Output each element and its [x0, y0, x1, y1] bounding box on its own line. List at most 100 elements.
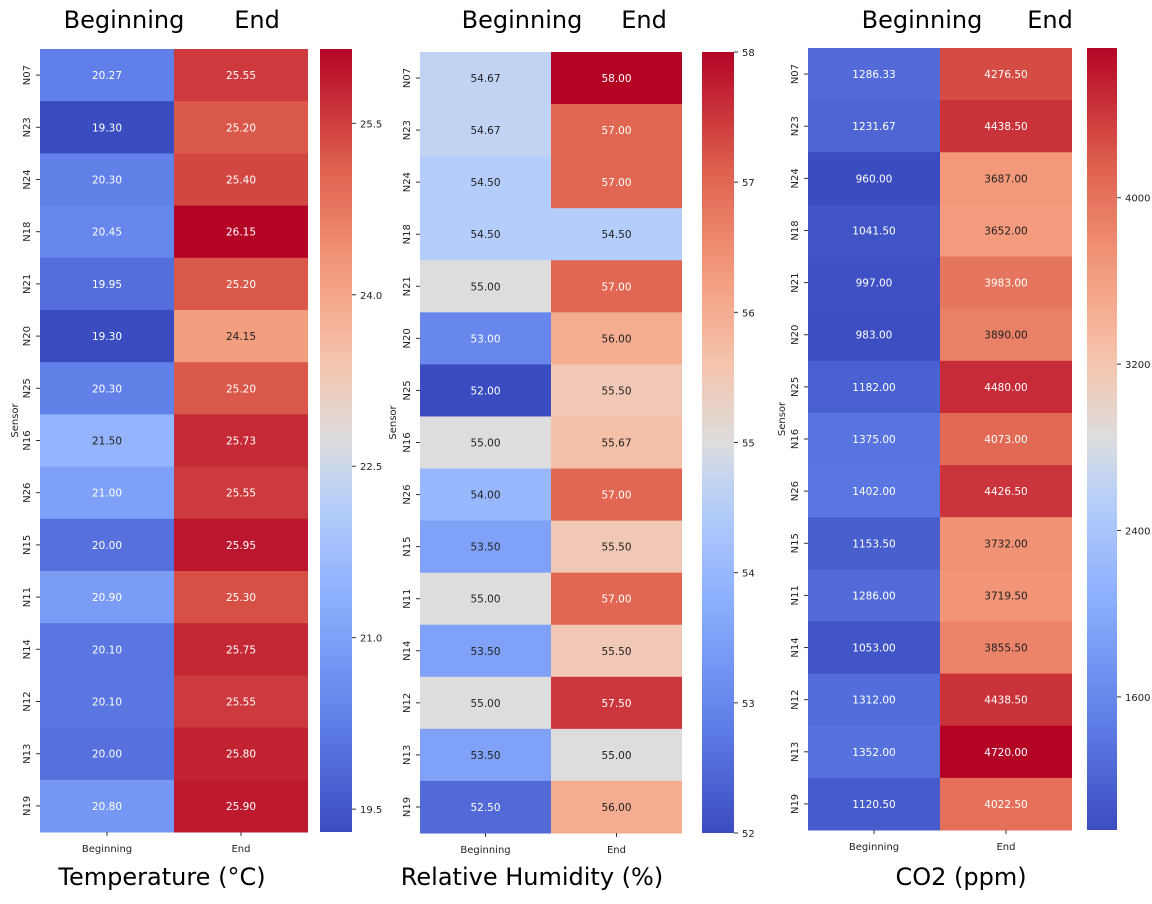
heatmap-cell [940, 152, 1072, 205]
heatmap-cell [40, 466, 174, 520]
heatmap-cell [808, 204, 940, 258]
cell-value-label: 55.67 [601, 438, 631, 450]
heatmap-cell [420, 364, 551, 417]
heatmap-cell [551, 728, 682, 782]
heatmap-cell [40, 310, 174, 363]
sensor-tick-label: N13 [790, 742, 801, 762]
cell-value-label: 53.00 [470, 333, 500, 345]
colorbar [1087, 48, 1117, 830]
sensor-tick-label: N26 [790, 481, 801, 501]
cell-value-label: 25.73 [226, 436, 256, 448]
cell-value-label: 52.00 [470, 385, 500, 397]
sensor-tick-label: N25 [402, 380, 413, 400]
cell-value-label: 20.10 [92, 644, 122, 656]
cell-value-label: 3890.00 [984, 330, 1027, 342]
heatmap-cell [940, 100, 1072, 153]
cell-value-label: 55.50 [601, 646, 631, 658]
panel-3: Beginning End 1286.33 4276.50 1231.67 4438.50… [777, 6, 1150, 891]
column-header-end: End [1027, 6, 1073, 34]
cell-value-label: 1182.00 [852, 382, 895, 394]
heatmap-cell [174, 414, 308, 468]
heatmap-cell [808, 360, 940, 414]
heatmap-cell [940, 725, 1072, 779]
cell-value-label: 25.20 [226, 279, 256, 291]
heatmap-cell [40, 205, 174, 259]
cell-value-label: 4073.00 [984, 434, 1027, 446]
cell-value-label: 1312.00 [852, 695, 895, 707]
heatmap-cell [940, 517, 1072, 570]
y-axis-label: Sensor [388, 404, 399, 439]
column-header-end: End [234, 6, 280, 34]
heatmap-cell [420, 52, 551, 105]
heatmap-cell [551, 468, 682, 522]
heatmap-cell [174, 153, 308, 207]
heatmap-cell [40, 779, 174, 833]
sensor-tick-label: N07 [402, 68, 413, 88]
heatmap-cell [808, 308, 940, 362]
heatmap-cell [940, 777, 1072, 831]
heatmap-cell [40, 518, 174, 572]
cell-value-label: 3652.00 [984, 225, 1027, 237]
heatmap-cell [174, 727, 308, 781]
sensor-tick-label: N18 [402, 224, 413, 244]
sensor-tick-label: N18 [790, 220, 801, 240]
colorbar-tick-label: 3200 [1125, 360, 1150, 371]
heatmap-cell [551, 208, 682, 261]
heatmap-cell [174, 362, 308, 415]
heatmap-cell [420, 728, 551, 782]
cell-value-label: 960.00 [856, 173, 893, 185]
heatmap-cell [40, 414, 174, 468]
cell-value-label: 57.00 [601, 125, 631, 137]
cell-value-label: 20.30 [92, 383, 122, 395]
heatmap-cell [551, 364, 682, 417]
heatmap-cell [420, 676, 551, 730]
heatmap-cell [174, 257, 308, 311]
heatmap-cell [174, 205, 308, 259]
sensor-tick-label: N20 [402, 328, 413, 348]
cell-value-label: 4426.50 [984, 486, 1027, 498]
cell-value-label: 52.50 [470, 802, 500, 814]
heatmap-cell [40, 257, 174, 311]
heatmap-cell [808, 412, 940, 466]
colorbar-tick-label: 24.0 [360, 291, 382, 302]
colorbar-tick-label: 53 [742, 699, 755, 710]
colorbar-tick-label: 19.5 [360, 805, 382, 816]
cell-value-label: 54.67 [470, 73, 500, 85]
cell-value-label: 1153.50 [852, 538, 895, 550]
colorbar-tick-label: 52 [742, 829, 755, 840]
panel-title: Relative Humidity (%) [401, 863, 663, 891]
heatmap-cell [40, 727, 174, 781]
heatmap-cell [551, 520, 682, 574]
cell-value-label: 997.00 [856, 278, 893, 290]
heatmap-cell [551, 572, 682, 626]
panel-2: Beginning End 54.67 58.00 54.67 57.00 54.50 57.… [388, 6, 755, 891]
cell-value-label: 25.55 [226, 70, 256, 82]
heatmap-cell [174, 101, 308, 154]
sensor-tick-label: N07 [22, 65, 33, 85]
cell-value-label: 57.00 [601, 281, 631, 293]
heatmap-cell [808, 621, 940, 675]
heatmap-cell [808, 100, 940, 153]
cell-value-label: 4438.50 [984, 121, 1027, 133]
sensor-tick-label: N13 [22, 744, 33, 764]
heatmap-cell [174, 466, 308, 520]
cell-value-label: 1402.00 [852, 486, 895, 498]
cell-value-label: 4720.00 [984, 747, 1027, 759]
cell-value-label: 3719.50 [984, 590, 1027, 602]
sensor-tick-label: N21 [402, 276, 413, 296]
colorbar-tick-label: 54 [742, 569, 755, 580]
cell-value-label: 20.45 [92, 227, 122, 239]
heatmap-cell [808, 569, 940, 622]
colorbar-tick-label: 21.0 [360, 634, 382, 645]
heatmap-cell [940, 673, 1072, 727]
sensor-tick-label: N13 [402, 745, 413, 765]
heatmap-cell [174, 49, 308, 102]
heatmap-cell [940, 256, 1072, 310]
cell-value-label: 20.30 [92, 175, 122, 187]
heatmap-cell [174, 675, 308, 729]
heatmap-cell [40, 571, 174, 624]
cell-value-label: 56.00 [601, 802, 631, 814]
heatmap-cell [420, 624, 551, 678]
heatmap-cell [808, 673, 940, 727]
cell-value-label: 57.00 [601, 594, 631, 606]
